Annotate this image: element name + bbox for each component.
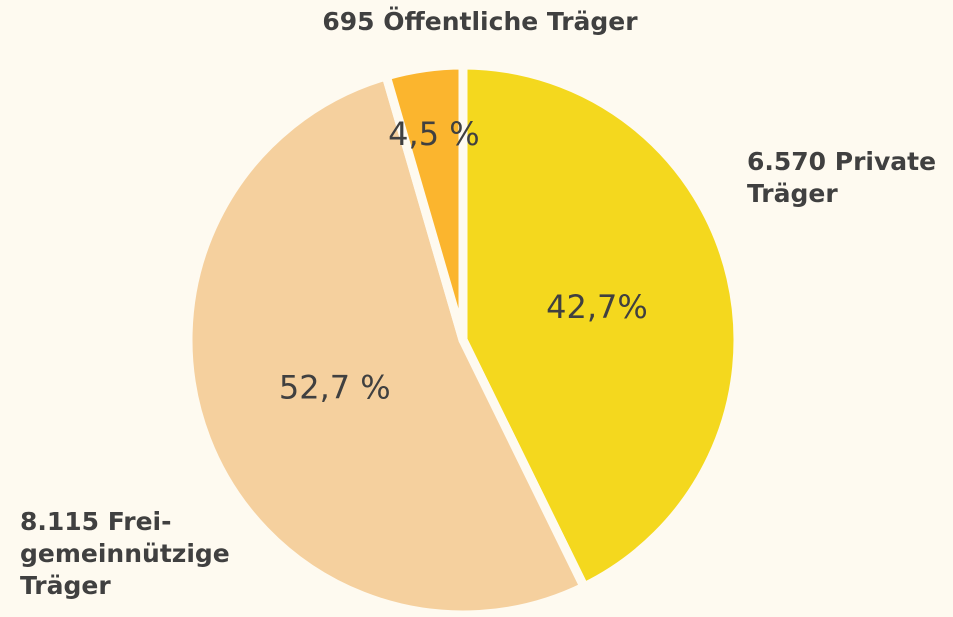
- pie-slice: [381, 60, 468, 345]
- data-label: 42,7%: [546, 288, 648, 326]
- category-label: 6.570 Private Träger: [747, 147, 937, 208]
- data-label: 4,5 %: [388, 115, 479, 153]
- pie-slice: [458, 60, 743, 592]
- category-label: 8.115 Frei-gemeinnützige Träger: [20, 507, 230, 600]
- pie-slice: [183, 71, 589, 617]
- category-label: 695 Öffentliche Träger: [322, 7, 638, 36]
- data-label: 52,7 %: [279, 369, 391, 407]
